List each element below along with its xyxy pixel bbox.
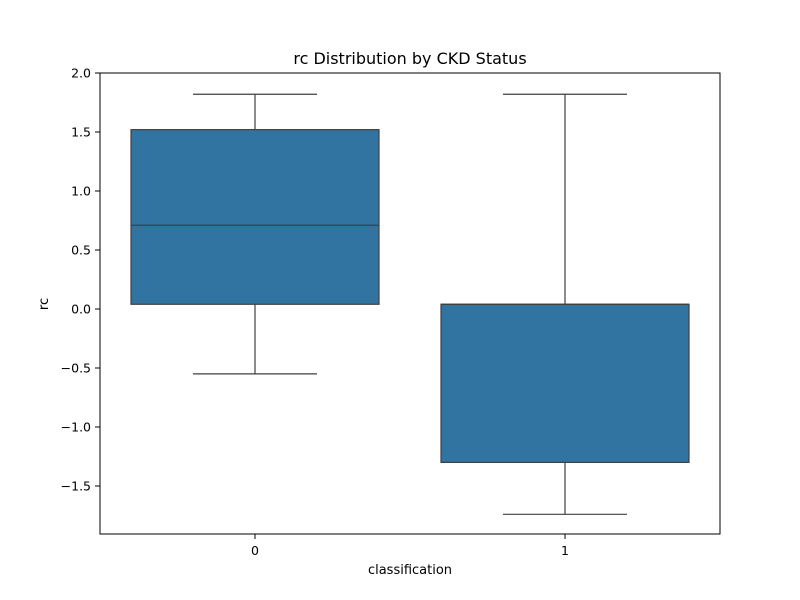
y-tick-label: −1.5 [61,479,91,494]
box-1 [440,303,690,463]
y-tick-label: 1.0 [71,184,91,199]
x-tick-label-0: 0 [251,543,259,558]
y-tick-label: 0.5 [71,243,91,258]
y-tick-label: −1.0 [61,420,91,435]
y-tick-label: 2.0 [71,66,91,81]
x-tick-label-1: 1 [561,543,569,558]
y-axis-title: rc [37,298,52,310]
y-tick-label: −0.5 [61,361,91,376]
y-tick-label: 0.0 [71,302,91,317]
plot-area [130,93,690,515]
box-0 [130,129,380,305]
x-axis-title: classification [368,563,452,578]
y-tick-label: 1.5 [71,125,91,140]
chart-title: rc Distribution by CKD Status [293,49,526,68]
box-group-1 [440,93,690,515]
box-group-0 [130,93,380,375]
plot-frame [99,72,721,535]
axes: 0 1 2.0 1.5 1.0 0.5 0.0 −0.5 −1.0 −1.5 [61,66,569,559]
